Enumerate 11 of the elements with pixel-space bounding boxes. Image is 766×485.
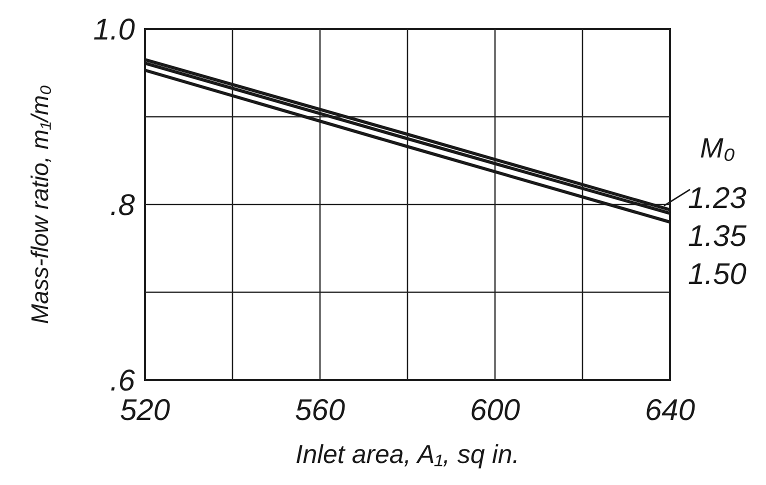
x-axis-title: Inlet area, A₁, sq in. <box>295 439 520 469</box>
y-tick-label: .8 <box>110 189 136 222</box>
x-tick-label: 640 <box>644 394 696 427</box>
series-label: 1.35 <box>688 220 747 253</box>
series-label: 1.50 <box>688 258 747 291</box>
legend-title: M₀ <box>700 132 736 164</box>
legend-label: 1.23 <box>688 182 747 215</box>
y-tick-label: 1.0 <box>93 14 136 46</box>
x-tick-label: 600 <box>470 394 520 427</box>
y-axis-title: Mass-flow ratio, m₁/m₀ <box>27 84 54 324</box>
x-tick-label: 560 <box>294 394 346 427</box>
